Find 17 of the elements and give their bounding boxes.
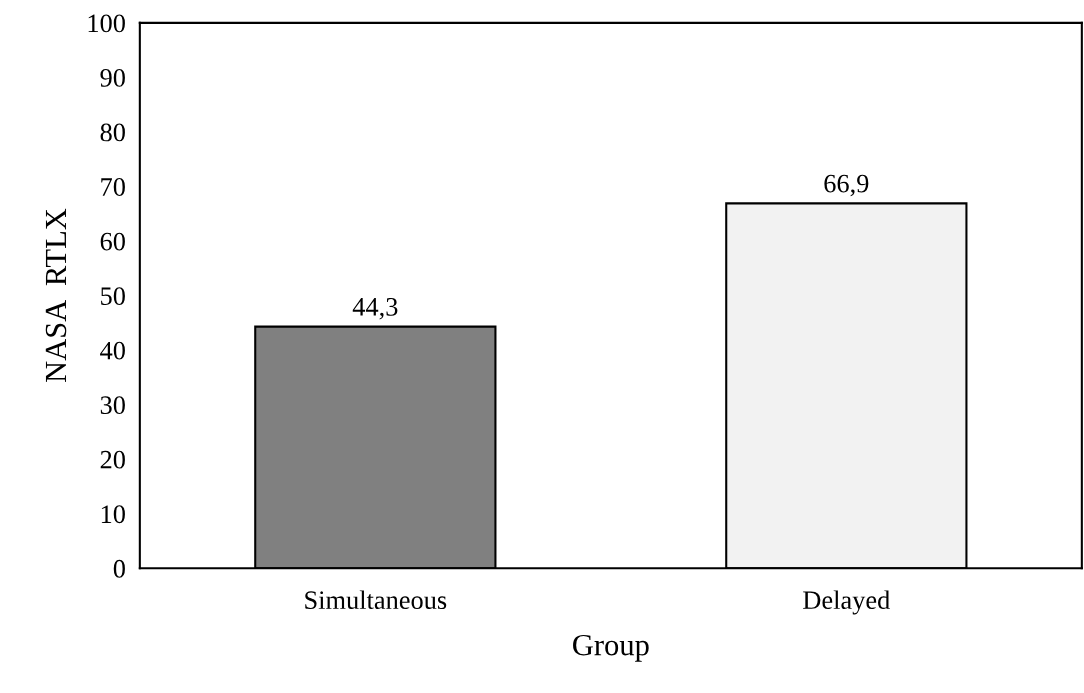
x-tick-label: Simultaneous <box>305 590 447 610</box>
data-label: 44,3 <box>352 298 398 320</box>
x-axis-title: Group <box>573 634 649 662</box>
y-axis-title: NASA RTLX <box>45 208 67 383</box>
y-tick-label: 100 <box>88 14 125 33</box>
y-tick-label: 60 <box>100 232 125 251</box>
y-tick-label: 20 <box>100 450 125 469</box>
y-tick-label: 90 <box>100 69 125 87</box>
y-tick-label: 10 <box>101 505 125 524</box>
data-label: 66,9 <box>824 174 869 197</box>
y-tick-label: 30 <box>100 396 125 415</box>
y-tick-label: 40 <box>100 341 125 360</box>
y-tick-label: 70 <box>101 178 125 196</box>
x-tick-label: Delayed <box>803 590 890 615</box>
y-tick-label: 80 <box>100 123 125 142</box>
y-tick-label: 50 <box>101 287 125 305</box>
y-tick-label: 0 <box>113 559 125 578</box>
